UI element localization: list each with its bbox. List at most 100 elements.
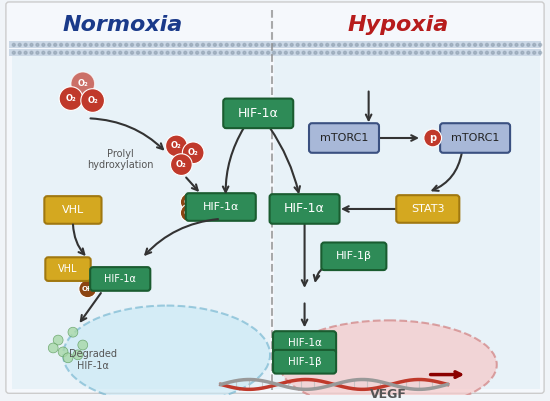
Circle shape	[373, 43, 376, 47]
Circle shape	[432, 51, 435, 54]
Circle shape	[119, 51, 122, 54]
Circle shape	[397, 43, 400, 47]
Circle shape	[113, 51, 116, 54]
Circle shape	[172, 51, 175, 54]
Circle shape	[101, 43, 104, 47]
Circle shape	[450, 51, 453, 54]
Circle shape	[267, 51, 270, 54]
Circle shape	[409, 43, 411, 47]
FancyArrowPatch shape	[379, 135, 417, 141]
Circle shape	[403, 51, 405, 54]
Circle shape	[249, 43, 252, 47]
Circle shape	[527, 43, 530, 47]
Text: HIF-1α: HIF-1α	[288, 338, 322, 348]
Text: STAT3: STAT3	[411, 204, 444, 214]
Circle shape	[180, 193, 198, 211]
Text: HIF-1α: HIF-1α	[104, 274, 136, 284]
Circle shape	[65, 43, 69, 47]
Circle shape	[107, 51, 110, 54]
Circle shape	[148, 43, 151, 47]
Circle shape	[426, 51, 429, 54]
Circle shape	[101, 51, 104, 54]
FancyArrowPatch shape	[91, 118, 163, 149]
FancyBboxPatch shape	[273, 350, 336, 374]
Circle shape	[503, 51, 506, 54]
FancyBboxPatch shape	[223, 99, 293, 128]
Circle shape	[438, 43, 441, 47]
Text: mTORC1: mTORC1	[451, 133, 499, 143]
Circle shape	[178, 43, 181, 47]
Circle shape	[527, 51, 530, 54]
Circle shape	[201, 43, 205, 47]
Circle shape	[12, 43, 15, 47]
Circle shape	[480, 43, 482, 47]
Circle shape	[538, 43, 542, 47]
Text: HIF-1β: HIF-1β	[336, 251, 372, 261]
Circle shape	[237, 43, 240, 47]
Circle shape	[361, 43, 364, 47]
Circle shape	[30, 43, 33, 47]
Circle shape	[36, 43, 39, 47]
Circle shape	[172, 43, 175, 47]
Text: OH: OH	[82, 286, 94, 292]
Circle shape	[278, 43, 282, 47]
Circle shape	[83, 43, 86, 47]
Circle shape	[515, 51, 518, 54]
FancyArrowPatch shape	[186, 178, 197, 190]
Circle shape	[72, 43, 74, 47]
Circle shape	[538, 51, 542, 54]
Circle shape	[48, 343, 58, 353]
Circle shape	[166, 51, 169, 54]
Circle shape	[18, 51, 21, 54]
Circle shape	[78, 340, 87, 350]
Circle shape	[320, 43, 323, 47]
Circle shape	[65, 51, 69, 54]
FancyArrowPatch shape	[314, 262, 332, 281]
Circle shape	[302, 43, 305, 47]
Circle shape	[178, 51, 181, 54]
Circle shape	[290, 51, 293, 54]
Circle shape	[462, 43, 465, 47]
Circle shape	[332, 43, 334, 47]
Circle shape	[73, 350, 83, 360]
Text: HIF-1α: HIF-1α	[238, 107, 279, 120]
Circle shape	[196, 51, 199, 54]
Circle shape	[509, 43, 512, 47]
FancyArrowPatch shape	[366, 91, 371, 120]
Circle shape	[474, 43, 477, 47]
Circle shape	[326, 43, 329, 47]
Circle shape	[225, 43, 228, 47]
Circle shape	[480, 51, 482, 54]
Circle shape	[497, 43, 500, 47]
Circle shape	[320, 51, 323, 54]
FancyBboxPatch shape	[274, 56, 540, 389]
Circle shape	[379, 43, 382, 47]
Circle shape	[30, 51, 33, 54]
Circle shape	[130, 43, 134, 47]
Circle shape	[379, 51, 382, 54]
FancyArrowPatch shape	[81, 293, 101, 321]
Circle shape	[24, 51, 27, 54]
FancyBboxPatch shape	[45, 257, 91, 281]
FancyBboxPatch shape	[321, 243, 387, 270]
Circle shape	[12, 51, 15, 54]
Circle shape	[497, 51, 500, 54]
Text: Prolyl
hydroxylation: Prolyl hydroxylation	[87, 149, 153, 170]
Circle shape	[83, 51, 86, 54]
Circle shape	[314, 43, 317, 47]
Circle shape	[486, 51, 488, 54]
Circle shape	[278, 51, 282, 54]
Ellipse shape	[63, 306, 270, 401]
Circle shape	[355, 51, 358, 54]
FancyBboxPatch shape	[6, 2, 544, 393]
FancyArrowPatch shape	[302, 304, 307, 325]
Circle shape	[344, 43, 346, 47]
Circle shape	[249, 51, 252, 54]
Text: HIF-1α: HIF-1α	[202, 202, 239, 212]
Circle shape	[160, 43, 163, 47]
Circle shape	[184, 43, 187, 47]
Circle shape	[78, 51, 80, 54]
Circle shape	[18, 43, 21, 47]
Circle shape	[154, 43, 157, 47]
Circle shape	[420, 51, 424, 54]
